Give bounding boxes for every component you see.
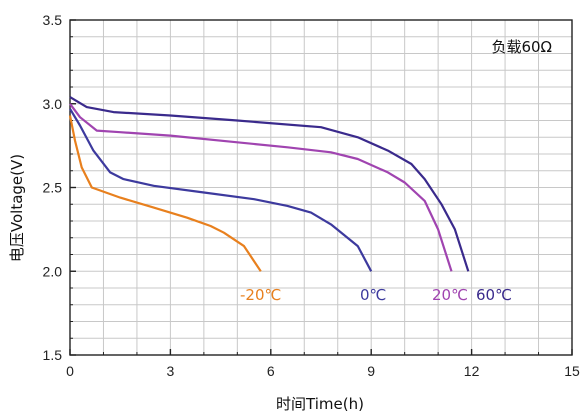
y-tick-label: 3.5: [43, 12, 63, 28]
y-axis-title: 电压Voltage(V): [8, 154, 26, 262]
series-line-1: [68, 115, 262, 272]
series-label-4: 60℃: [476, 286, 512, 304]
y-tick-label: 3.0: [43, 96, 63, 112]
y-tick-label: 2.0: [43, 263, 63, 279]
series-line-3: [69, 103, 453, 272]
x-tick-label: 15: [564, 363, 580, 379]
series-line-4: [69, 96, 470, 272]
y-tick-label: 2.5: [43, 180, 63, 196]
series-label-1: -20℃: [240, 286, 281, 304]
axis-ticks: 0 3 6 9 12 15 1.5 2.0 2.5 3.0 3.5: [43, 12, 580, 379]
x-tick-label: 3: [167, 363, 175, 379]
grid-lines: [70, 20, 572, 355]
x-tick-label: 12: [464, 363, 480, 379]
x-tick-label: 9: [367, 363, 375, 379]
series-label-3: 20℃: [432, 286, 468, 304]
series-label-2: 0℃: [360, 286, 386, 304]
series-lines: [68, 96, 470, 272]
x-axis-title: 时间Time(h): [276, 395, 364, 413]
x-tick-label: 6: [267, 363, 275, 379]
load-annotation: 负载60Ω: [491, 38, 552, 56]
series-line-2: [69, 108, 373, 272]
x-tick-label: 0: [66, 363, 74, 379]
y-tick-label: 1.5: [43, 347, 63, 363]
series-labels: -20℃ 0℃ 20℃ 60℃: [240, 286, 512, 304]
